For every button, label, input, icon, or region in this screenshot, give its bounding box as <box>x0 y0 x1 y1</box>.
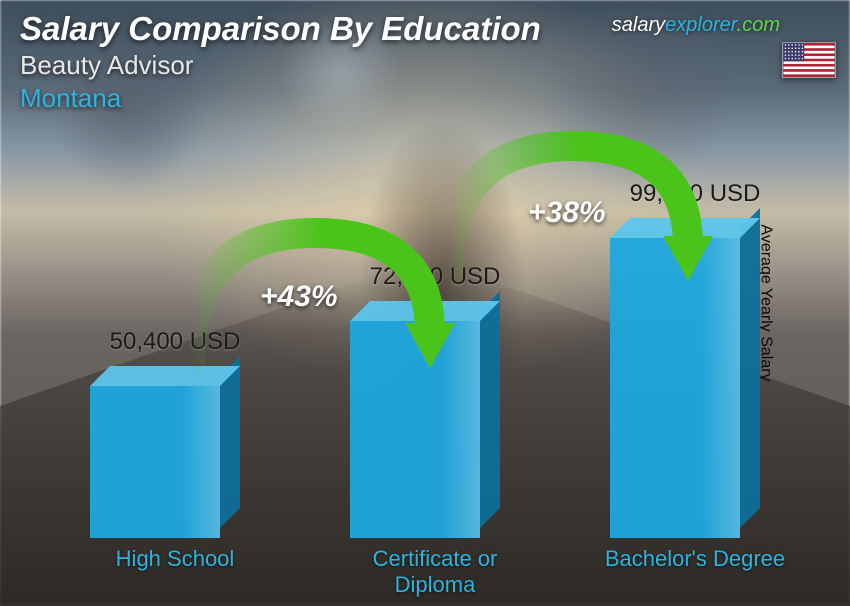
bar-side <box>480 291 500 528</box>
bar-label: Certificate or Diploma <box>335 546 535 598</box>
watermark-prefix: salary <box>612 14 665 36</box>
bar-value: 99,600 USD <box>630 180 761 208</box>
bar-value: 72,100 USD <box>370 263 501 291</box>
flag-icon <box>782 42 836 78</box>
job-subtitle: Beauty Advisor <box>20 50 541 81</box>
bar-label: Bachelor's Degree <box>595 546 795 572</box>
bar-chart: 50,400 USDHigh School72,100 USDCertifica… <box>60 138 800 538</box>
increase-percent: +38% <box>528 196 606 230</box>
watermark-suffix: .com <box>737 14 780 36</box>
watermark-mid: explorer <box>665 14 737 36</box>
bar-label: High School <box>75 546 275 572</box>
location-label: Montana <box>20 83 541 114</box>
bar-side <box>740 208 760 528</box>
increase-percent: +43% <box>260 280 338 314</box>
bar-face <box>350 321 480 538</box>
bar-top <box>610 218 760 238</box>
bar-face <box>90 386 220 538</box>
watermark: salaryexplorer.com <box>612 14 780 37</box>
bar-top <box>90 366 240 386</box>
bar-face <box>610 238 740 538</box>
page-title: Salary Comparison By Education <box>20 10 541 48</box>
header: Salary Comparison By Education Beauty Ad… <box>20 10 541 114</box>
bar-value: 50,400 USD <box>110 328 241 356</box>
bar-top <box>350 301 500 321</box>
